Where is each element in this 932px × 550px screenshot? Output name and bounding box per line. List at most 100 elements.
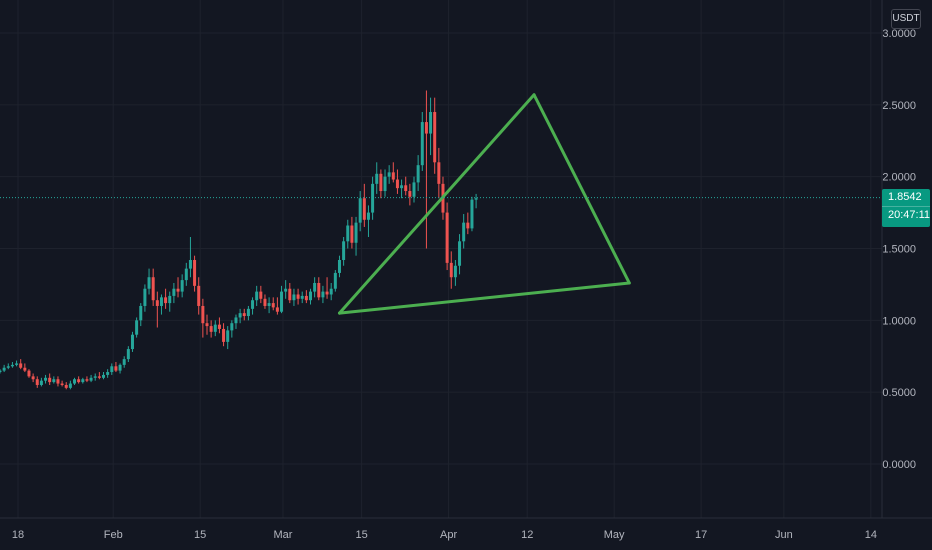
candle bbox=[114, 361, 118, 373]
candle bbox=[217, 317, 221, 334]
candle-body bbox=[317, 282, 321, 298]
candle-body bbox=[366, 212, 370, 220]
trendline[interactable] bbox=[532, 93, 631, 285]
candle-body bbox=[416, 165, 420, 183]
candle bbox=[313, 277, 317, 298]
candle bbox=[110, 363, 114, 375]
candle-body bbox=[60, 383, 64, 385]
candle-body bbox=[193, 259, 197, 286]
candle-body bbox=[168, 295, 172, 304]
trendline[interactable] bbox=[337, 281, 631, 315]
candle bbox=[48, 373, 52, 385]
x-tick-label: Apr bbox=[440, 529, 457, 541]
candle-body bbox=[139, 305, 143, 321]
candle bbox=[27, 369, 31, 378]
y-tick-label: 2.0000 bbox=[882, 172, 916, 184]
candle-body bbox=[333, 272, 337, 289]
candle-body bbox=[226, 330, 230, 342]
candle bbox=[458, 234, 462, 275]
candle-body bbox=[68, 383, 72, 388]
candle-body bbox=[2, 367, 6, 371]
candle-body bbox=[234, 317, 238, 324]
price-tag-divider bbox=[882, 206, 930, 207]
candle bbox=[400, 179, 404, 199]
candle-body bbox=[164, 297, 168, 304]
candle bbox=[317, 277, 321, 301]
candle-body bbox=[44, 377, 48, 381]
time-axis[interactable]: 18 Feb 15 Mar 15 Apr 12 May 17 Jun 14 bbox=[12, 529, 877, 541]
candle bbox=[122, 356, 126, 368]
candle-body bbox=[6, 366, 10, 368]
candle-body bbox=[387, 172, 391, 177]
candle bbox=[193, 255, 197, 292]
candle bbox=[85, 376, 89, 383]
candle bbox=[159, 294, 163, 315]
trendline[interactable] bbox=[337, 93, 536, 315]
candle-body bbox=[19, 363, 23, 368]
candle bbox=[155, 291, 159, 328]
candle bbox=[263, 294, 267, 309]
candle-body bbox=[304, 295, 308, 301]
candle-body bbox=[263, 298, 267, 306]
candle-body bbox=[358, 198, 362, 223]
candle-body bbox=[48, 377, 52, 383]
candle-body bbox=[102, 374, 105, 378]
price-axis[interactable]: 3.0000 2.5000 2.0000 1.5000 1.0000 0.5000 0.00… bbox=[882, 28, 916, 471]
candle bbox=[35, 376, 39, 388]
candle bbox=[31, 373, 35, 383]
candle bbox=[449, 251, 453, 289]
candle bbox=[234, 314, 238, 329]
candle-body bbox=[246, 308, 250, 317]
candle bbox=[251, 297, 255, 315]
candle bbox=[135, 317, 139, 338]
candle-series[interactable] bbox=[0, 90, 478, 390]
candle-body bbox=[114, 366, 118, 371]
candle-body bbox=[342, 241, 346, 260]
candle-body bbox=[395, 179, 399, 189]
candle bbox=[271, 297, 275, 311]
currency-badge[interactable]: USDT bbox=[891, 9, 921, 29]
candle-body bbox=[470, 199, 474, 229]
candle bbox=[366, 205, 370, 238]
candle-body bbox=[126, 349, 130, 360]
candle bbox=[474, 193, 478, 209]
candle-body bbox=[275, 307, 279, 312]
candle bbox=[68, 380, 72, 390]
candle bbox=[151, 268, 155, 306]
candle-body bbox=[184, 268, 188, 281]
candle-body bbox=[27, 370, 31, 377]
candle-body bbox=[122, 359, 126, 365]
x-tick-label: 17 bbox=[695, 529, 707, 541]
candle bbox=[412, 176, 416, 203]
candle bbox=[321, 285, 325, 304]
candle-body bbox=[135, 320, 139, 335]
candle bbox=[2, 364, 6, 373]
candle-body bbox=[85, 379, 89, 381]
candle bbox=[395, 169, 399, 194]
x-tick-label: 15 bbox=[355, 529, 367, 541]
candle bbox=[143, 284, 147, 312]
candle bbox=[470, 196, 474, 232]
candle bbox=[309, 288, 312, 305]
candle bbox=[77, 376, 81, 384]
x-tick-label: 15 bbox=[194, 529, 206, 541]
candle-body bbox=[309, 291, 312, 301]
candle bbox=[275, 297, 279, 315]
candle bbox=[429, 97, 433, 156]
candle bbox=[292, 288, 296, 306]
candle-body bbox=[217, 324, 221, 329]
candle bbox=[0, 369, 2, 374]
candle bbox=[205, 314, 209, 335]
candle bbox=[60, 380, 64, 387]
triangle-annotation[interactable] bbox=[337, 93, 631, 315]
candle bbox=[346, 219, 350, 249]
candle bbox=[466, 212, 470, 235]
candle bbox=[445, 202, 449, 271]
candle-body bbox=[172, 288, 176, 296]
candle-body bbox=[375, 173, 379, 184]
candle bbox=[213, 320, 217, 337]
candle bbox=[197, 277, 201, 315]
candle bbox=[176, 277, 180, 298]
candle bbox=[168, 291, 172, 312]
